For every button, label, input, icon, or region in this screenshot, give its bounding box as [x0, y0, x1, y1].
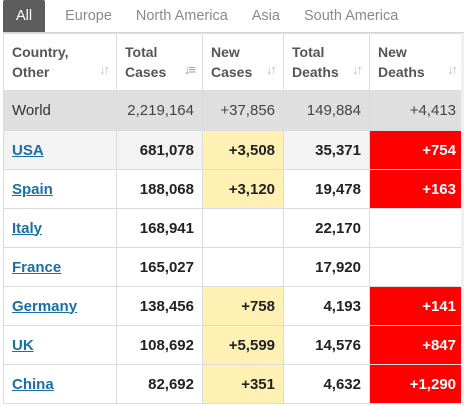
- tab-north-america[interactable]: North America: [135, 8, 228, 24]
- covid-stats-table: Country, Other ↓↑ Total Cases ↓≡ New Cas…: [3, 33, 464, 404]
- cell-total-cases: 138,456: [116, 286, 203, 326]
- cell-total-deaths: 17,920: [283, 247, 370, 287]
- header-total-deaths-line2: Deaths: [292, 64, 339, 80]
- header-new-cases-line1: New: [211, 44, 240, 60]
- table-row: Spain 188,068 +3,120 19,478 +163: [3, 169, 464, 209]
- table-row: UK 108,692 +5,599 14,576 +847: [3, 325, 464, 365]
- header-total-cases[interactable]: Total Cases ↓≡: [116, 33, 203, 91]
- cell-country: Italy: [3, 208, 117, 248]
- cell-total-cases: 82,692: [116, 364, 203, 404]
- cell-total-deaths: 35,371: [283, 130, 370, 170]
- header-total-cases-line1: Total: [125, 44, 158, 60]
- cell-new-deaths: +847: [369, 325, 464, 365]
- cell-new-cases: +758: [202, 286, 284, 326]
- cell-new-deaths: +163: [369, 169, 464, 209]
- country-rows: USA 681,078 +3,508 35,371 +754 Spain 188,068 +3…: [3, 130, 464, 404]
- header-new-deaths-line1: New: [378, 44, 407, 60]
- cell-country: Germany: [3, 286, 117, 326]
- table-row: France 165,027 17,920: [3, 247, 464, 287]
- table-row-world: World 2,219,164 +37,856 149,884 +4,413: [3, 90, 464, 131]
- vertical-scroll-track[interactable]: [461, 33, 464, 406]
- header-country-line1: Country,: [12, 44, 69, 60]
- tab-all[interactable]: All: [3, 0, 46, 32]
- cell-total-cases: 168,941: [116, 208, 203, 248]
- country-link[interactable]: China: [12, 375, 54, 393]
- cell-new-deaths: +1,290: [369, 364, 464, 404]
- cell-country: France: [3, 247, 117, 287]
- cell-new-deaths: [369, 247, 464, 287]
- sort-descending-icon[interactable]: ↓≡: [183, 62, 196, 77]
- cell-total-deaths: 4,632: [283, 364, 370, 404]
- cell-new-cases: +37,856: [202, 90, 284, 131]
- country-link[interactable]: France: [12, 258, 62, 276]
- region-tabs: All Europe North America Asia South Amer…: [0, 0, 464, 33]
- cell-new-cases: +3,120: [202, 169, 284, 209]
- header-country-line2: Other: [12, 64, 50, 80]
- cell-country: USA: [3, 130, 117, 170]
- table-row: Italy 168,941 22,170: [3, 208, 464, 248]
- cell-new-cases: [202, 247, 284, 287]
- header-country[interactable]: Country, Other ↓↑: [3, 33, 117, 91]
- cell-new-deaths: +141: [369, 286, 464, 326]
- tab-asia[interactable]: Asia: [251, 8, 280, 24]
- tab-south-america[interactable]: South America: [303, 8, 399, 24]
- cell-total-cases: 681,078: [116, 130, 203, 170]
- sort-unsorted-icon[interactable]: ↓↑: [352, 62, 363, 77]
- cell-country: China: [3, 364, 117, 404]
- sort-unsorted-icon[interactable]: ↓↑: [447, 62, 458, 77]
- cell-new-deaths: +754: [369, 130, 464, 170]
- header-new-deaths-line2: Deaths: [378, 64, 425, 80]
- cell-country: UK: [3, 325, 117, 365]
- tab-europe[interactable]: Europe: [65, 8, 112, 24]
- header-new-cases[interactable]: New Cases ↓↑: [202, 33, 284, 91]
- country-link[interactable]: Germany: [12, 297, 78, 315]
- cell-new-cases: [202, 208, 284, 248]
- cell-new-deaths: [369, 208, 464, 248]
- country-link[interactable]: Spain: [12, 180, 53, 198]
- table-row: China 82,692 +351 4,632 +1,290: [3, 364, 464, 404]
- country-link[interactable]: UK: [12, 336, 34, 354]
- header-total-cases-line2: Cases: [125, 64, 167, 80]
- cell-total-deaths: 14,576: [283, 325, 370, 365]
- table-row: Germany 138,456 +758 4,193 +141: [3, 286, 464, 326]
- cell-new-cases: +5,599: [202, 325, 284, 365]
- cell-total-cases: 188,068: [116, 169, 203, 209]
- cell-total-cases: 2,219,164: [116, 90, 203, 131]
- cell-country: World: [3, 90, 117, 131]
- table-row: USA 681,078 +3,508 35,371 +754: [3, 130, 464, 170]
- sort-unsorted-icon[interactable]: ↓↑: [99, 62, 110, 77]
- cell-country: Spain: [3, 169, 117, 209]
- header-total-deaths-line1: Total: [292, 44, 325, 60]
- table-header-row: Country, Other ↓↑ Total Cases ↓≡ New Cas…: [3, 33, 464, 91]
- country-link[interactable]: Italy: [12, 219, 43, 237]
- header-total-deaths[interactable]: Total Deaths ↓↑: [283, 33, 370, 91]
- cell-new-deaths: +4,413: [369, 90, 464, 131]
- cell-new-cases: +3,508: [202, 130, 284, 170]
- cell-total-deaths: 149,884: [283, 90, 370, 131]
- header-new-deaths[interactable]: New Deaths ↓↑: [369, 33, 464, 91]
- country-link[interactable]: USA: [12, 141, 44, 159]
- cell-new-cases: +351: [202, 364, 284, 404]
- tabs-divider: [3, 32, 464, 33]
- sort-unsorted-icon[interactable]: ↓↑: [266, 62, 277, 77]
- cell-total-deaths: 4,193: [283, 286, 370, 326]
- cell-total-deaths: 22,170: [283, 208, 370, 248]
- header-new-cases-line2: Cases: [211, 64, 253, 80]
- cell-total-deaths: 19,478: [283, 169, 370, 209]
- cell-total-cases: 108,692: [116, 325, 203, 365]
- cell-total-cases: 165,027: [116, 247, 203, 287]
